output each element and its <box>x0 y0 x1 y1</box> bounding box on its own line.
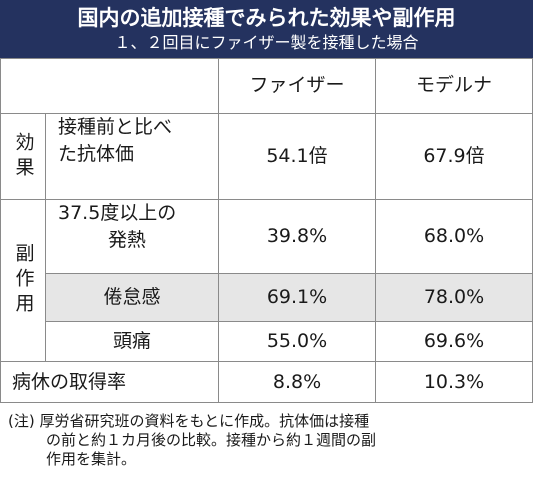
value-fatigue-pfizer: 69.1% <box>266 286 328 308</box>
value-headache-pfizer: 55.0% <box>266 330 328 352</box>
footnote-line: 作用を集計。 <box>46 450 137 468</box>
effect-row-border <box>0 199 533 200</box>
table-top-border <box>0 58 533 59</box>
row-label-headache: 頭痛 <box>112 330 151 352</box>
column-header-pfizer: ファイザー <box>249 74 345 96</box>
row-shade-fatigue <box>45 273 533 321</box>
column-header-moderna: モデルナ <box>415 74 492 96</box>
footnote-line: (注) 厚労省研究班の資料をもとに作成。抗体価は接種 <box>8 412 370 430</box>
table-left-border <box>0 58 1 403</box>
header-banner: 国内の追加接種でみられた効果や副作用 １、２回目にファイザー製を接種した場合 <box>0 0 533 58</box>
page-title: 国内の追加接種でみられた効果や副作用 <box>77 6 456 30</box>
side-effects-row-border <box>0 361 533 362</box>
group-label-effect: 効果 <box>12 131 35 182</box>
data-table: ファイザー モデルナ 効果 接種前と比べ た抗体価 54.1倍 67.9倍 副作… <box>0 58 533 403</box>
table-bottom-border <box>0 402 533 403</box>
page-subtitle: １、２回目にファイザー製を接種した場合 <box>114 33 419 52</box>
row-label-fever: 37.5度以上の 発熱 <box>58 202 177 251</box>
footnote-line: の前と約１カ月後の比較。接種から約１週間の副 <box>46 431 377 449</box>
value-fever-pfizer: 39.8% <box>266 225 328 247</box>
row-label-antibody: 接種前と比べ た抗体価 <box>58 116 173 165</box>
label-column-border <box>218 58 219 403</box>
row-label-hospitalization: 病休の取得率 <box>12 370 127 393</box>
value-hospitalization-pfizer: 8.8% <box>272 370 322 393</box>
value-headache-moderna: 69.6% <box>423 330 485 352</box>
header-row-border <box>0 113 533 114</box>
value-fatigue-moderna: 78.0% <box>423 286 485 308</box>
fatigue-row-border <box>45 321 533 322</box>
footnote: (注) 厚労省研究班の資料をもとに作成。抗体価は接種 の前と約１カ月後の比較。接… <box>8 412 528 469</box>
value-antibody-moderna: 67.9倍 <box>423 145 485 167</box>
row-label-fatigue: 倦怠感 <box>103 286 161 308</box>
value-hospitalization-moderna: 10.3% <box>423 370 485 393</box>
value-antibody-pfizer: 54.1倍 <box>266 145 328 167</box>
fever-row-border <box>45 273 533 274</box>
group-column-border <box>45 113 46 361</box>
value-fever-moderna: 68.0% <box>423 225 485 247</box>
group-label-side-effects: 副作用 <box>12 243 35 318</box>
pfizer-column-border <box>375 58 376 403</box>
